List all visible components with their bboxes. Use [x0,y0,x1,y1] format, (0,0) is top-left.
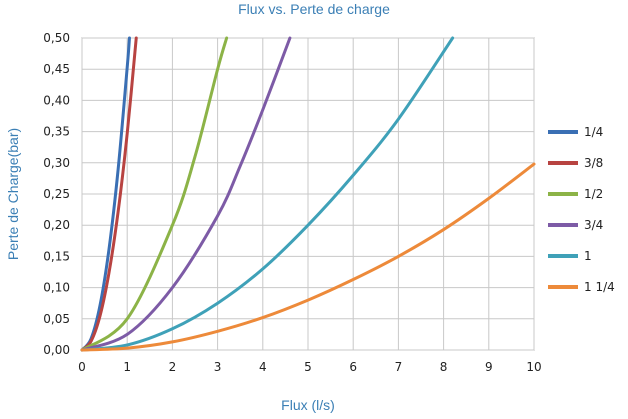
chart-title: Flux vs. Perte de charge [238,1,390,17]
y-tick-label: 0,35 [43,125,70,139]
legend-label-1: 1 [584,249,592,263]
x-tick-label: 2 [169,360,177,374]
legend: 1/4 3/8 1/2 3/4 1 1 1/4 [548,125,615,294]
y-tick-label: 0,40 [43,93,70,107]
x-axis-title: Flux (l/s) [281,397,335,413]
legend-label-1-1-4: 1 1/4 [584,280,615,294]
x-tick-label: 1 [123,360,131,374]
y-tick-label: 0,05 [43,312,70,326]
y-tick-label: 0,15 [43,249,70,263]
x-axis-ticks: 0 1 2 3 4 5 6 7 8 9 10 [78,360,541,374]
series-line-3-4 [80,36,292,352]
y-axis-title: Perte de Charge(bar) [5,128,21,260]
y-tick-label: 0,50 [43,31,70,45]
x-tick-label: 9 [485,360,493,374]
y-axis-ticks: 0,00 0,05 0,10 0,15 0,20 0,25 0,30 0,35 0,40 0,45… [43,31,70,357]
legend-label-3-8: 3/8 [584,156,603,170]
legend-label-1-2: 1/2 [584,187,603,201]
y-tick-label: 0,30 [43,156,70,170]
series-line-1 [80,36,455,352]
x-tick-label: 5 [304,360,312,374]
y-tick-label: 0,25 [43,187,70,201]
y-tick-label: 0,45 [43,62,70,76]
legend-label-3-4: 3/4 [584,218,603,232]
series-lines [80,36,536,352]
series-line-1-1-4 [80,162,536,352]
x-tick-label: 4 [259,360,267,374]
grid [81,37,535,351]
y-tick-label: 0,20 [43,218,70,232]
series-line-3-8 [80,36,138,352]
x-tick-label: 10 [526,360,541,374]
legend-label-1-4: 1/4 [584,125,603,139]
series-line-1-2 [80,36,229,352]
y-tick-label: 0,00 [43,343,70,357]
x-tick-label: 7 [395,360,403,374]
x-tick-label: 0 [78,360,86,374]
x-tick-label: 6 [349,360,357,374]
x-tick-label: 3 [214,360,222,374]
x-tick-label: 8 [440,360,448,374]
y-tick-label: 0,10 [43,281,70,295]
